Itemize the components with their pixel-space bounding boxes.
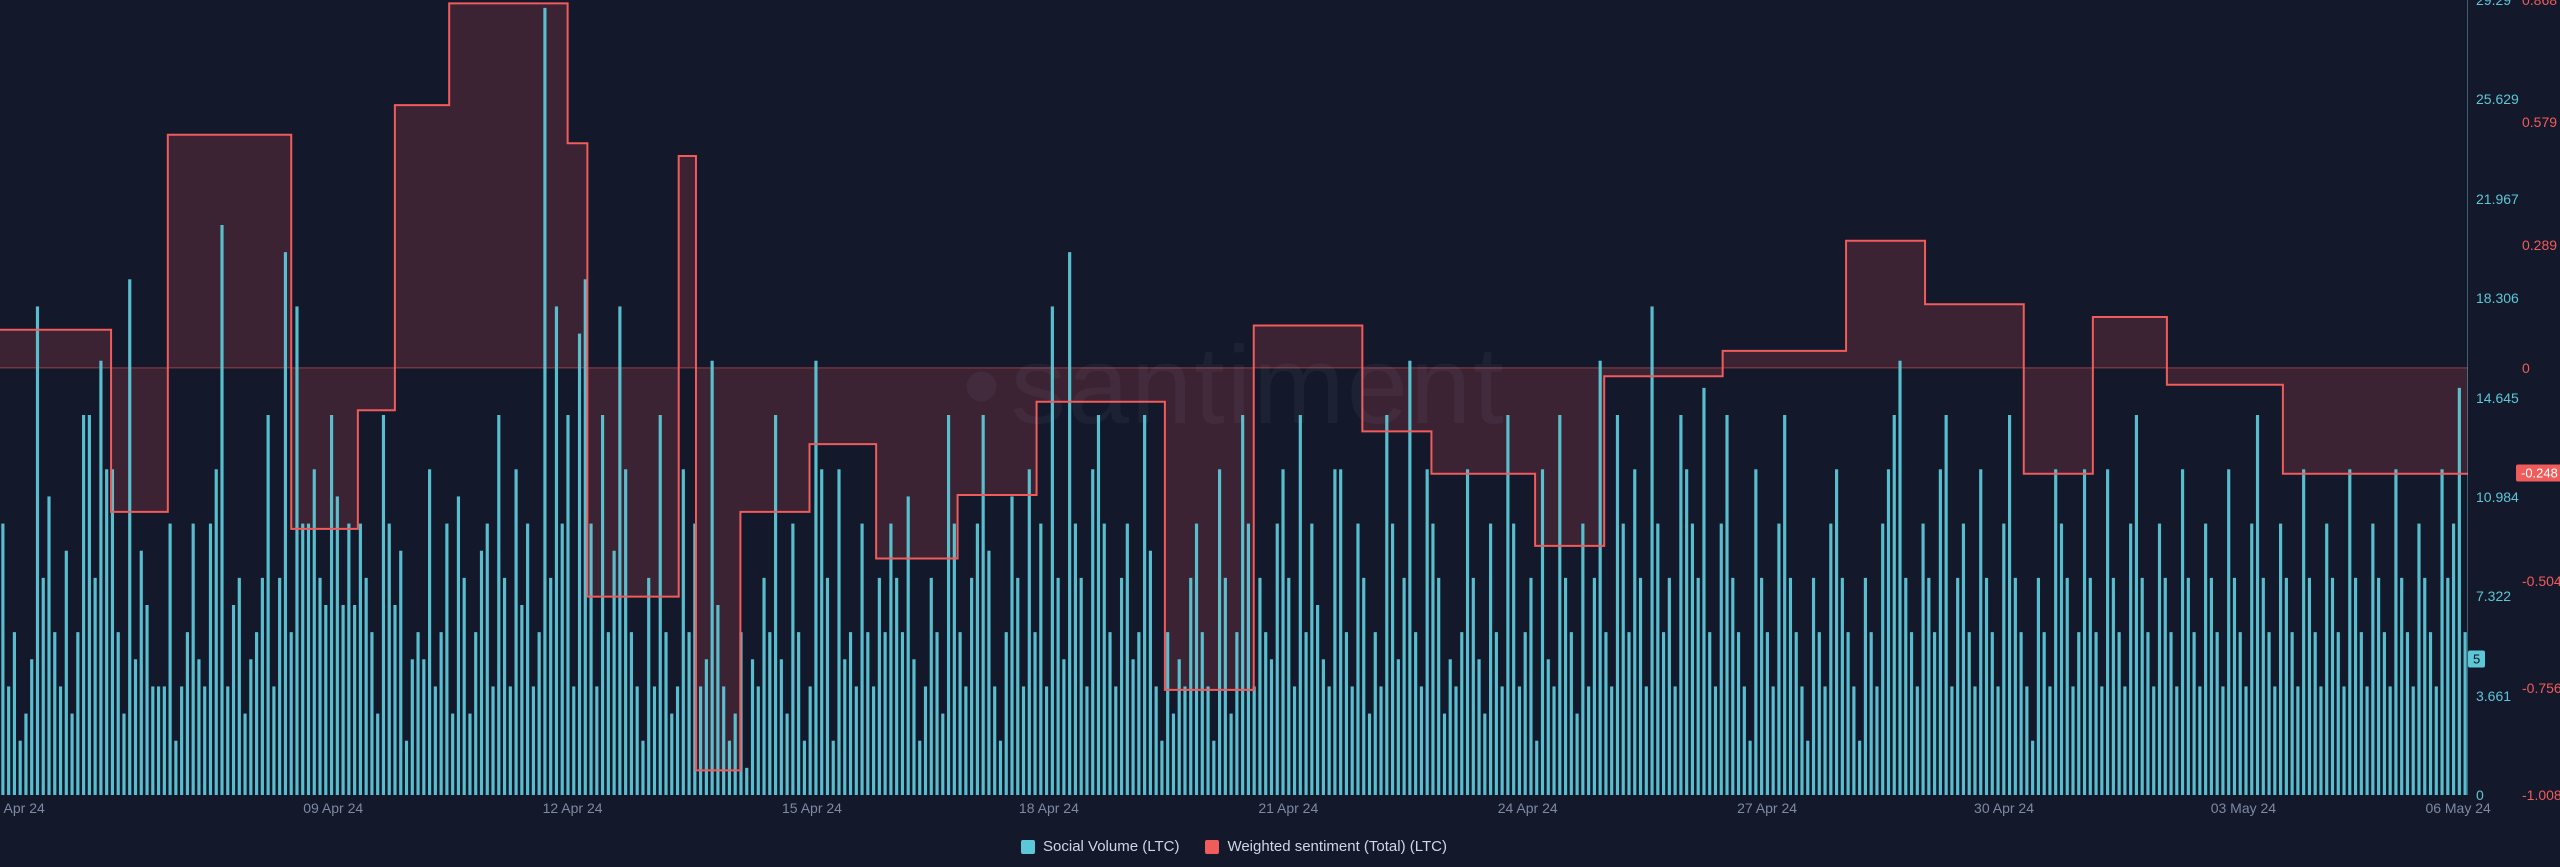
- legend-swatch-sentiment: [1205, 840, 1219, 854]
- legend-item-volume[interactable]: Social Volume (LTC): [1021, 838, 1179, 855]
- plot-area[interactable]: santiment: [0, 0, 2468, 795]
- legend-swatch-volume: [1021, 840, 1035, 854]
- legend-label-sentiment: Weighted sentiment (Total) (LTC): [1227, 838, 1447, 855]
- legend-item-sentiment[interactable]: Weighted sentiment (Total) (LTC): [1205, 838, 1447, 855]
- legend-label-volume: Social Volume (LTC): [1043, 838, 1179, 855]
- sentiment-current-badge: -0.248: [2516, 464, 2560, 481]
- y-axis-volume: 29.2925.62921.96718.30614.64510.9847.322…: [2472, 0, 2518, 795]
- plot-right-border: [2467, 0, 2468, 795]
- legend: Social Volume (LTC) Weighted sentiment (…: [0, 838, 2468, 855]
- y-axis-sentiment: 0.8680.5790.2890-0.248-0.504-0.756-1.008: [2518, 0, 2560, 795]
- plot-svg: [0, 0, 2468, 795]
- chart-container: santiment 29.2925.62921.96718.30614.6451…: [0, 0, 2560, 867]
- x-axis: 05 Apr 2409 Apr 2412 Apr 2415 Apr 2418 A…: [0, 798, 2468, 823]
- volume-current-badge: 5: [2468, 651, 2485, 668]
